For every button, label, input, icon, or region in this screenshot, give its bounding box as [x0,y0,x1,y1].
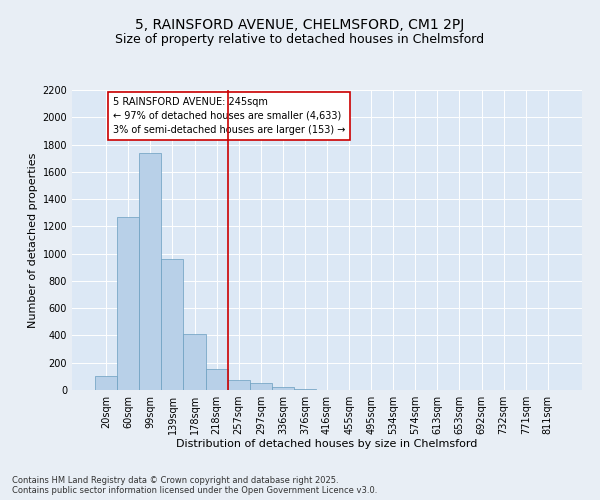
Bar [139,152,161,390]
Text: 5, RAINSFORD AVENUE, CHELMSFORD, CM1 2PJ: 5, RAINSFORD AVENUE, CHELMSFORD, CM1 2PJ [136,18,464,32]
Bar [117,217,139,390]
X-axis label: Distribution of detached houses by size in Chelmsford: Distribution of detached houses by size … [176,438,478,448]
Bar [272,386,294,390]
Bar [294,388,316,390]
Text: Size of property relative to detached houses in Chelmsford: Size of property relative to detached ho… [115,32,485,46]
Text: Contains HM Land Registry data © Crown copyright and database right 2025.
Contai: Contains HM Land Registry data © Crown c… [12,476,377,495]
Bar [250,383,272,390]
Bar [227,380,250,390]
Bar [95,376,117,390]
Bar [206,369,227,390]
Text: 5 RAINSFORD AVENUE: 245sqm
← 97% of detached houses are smaller (4,633)
3% of se: 5 RAINSFORD AVENUE: 245sqm ← 97% of deta… [113,97,345,135]
Bar [161,259,184,390]
Y-axis label: Number of detached properties: Number of detached properties [28,152,38,328]
Bar [184,334,206,390]
